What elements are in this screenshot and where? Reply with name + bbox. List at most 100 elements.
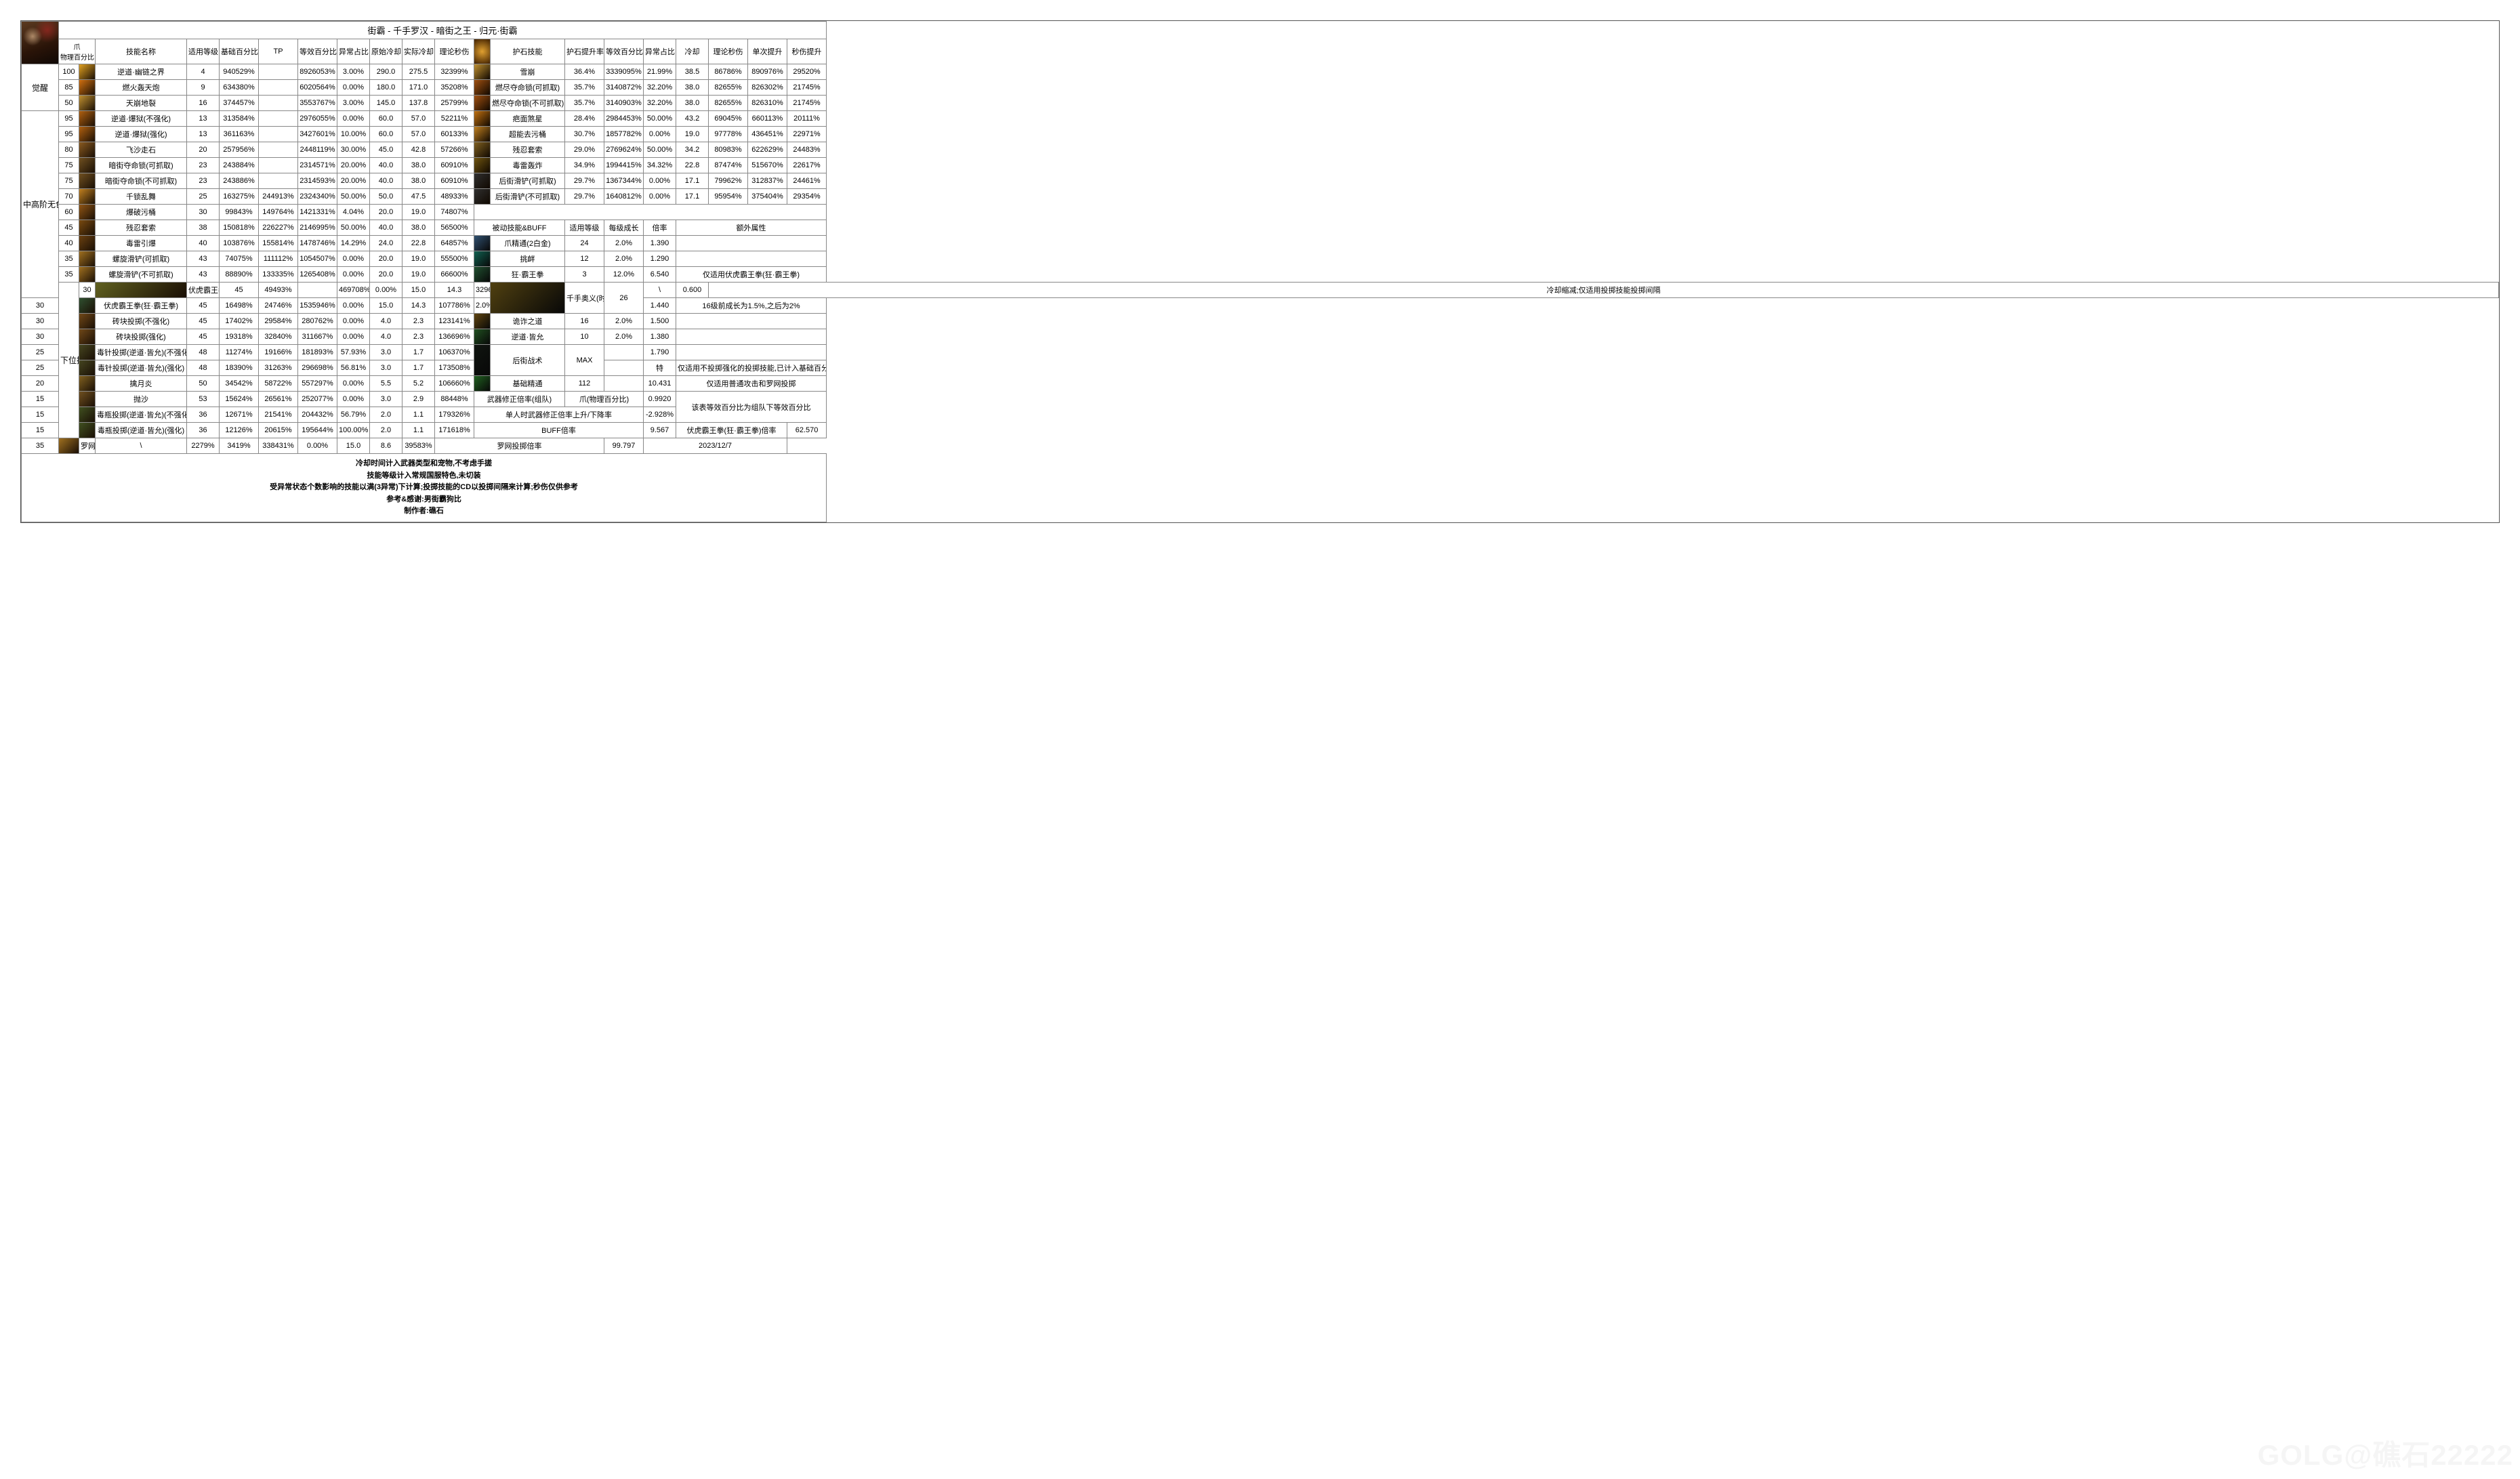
cell: 爪(物理百分比)	[565, 392, 644, 407]
skill-name: 罗网投掷	[79, 438, 96, 454]
skill-lv: 15	[22, 423, 59, 438]
skill-lv: 45	[59, 220, 79, 236]
cell: 17402%	[220, 314, 259, 329]
rune-name: 疤面煞星	[491, 111, 565, 127]
cell: 74807%	[435, 205, 474, 220]
col-base-pct: 基础百分比	[220, 39, 259, 64]
cell: 86786%	[709, 64, 748, 80]
rune-name: 后街滑铲(可抓取)	[491, 173, 565, 189]
skill-name: 残忍套索	[96, 220, 187, 236]
cell: 22.8	[676, 158, 709, 173]
cell: 9	[187, 80, 220, 96]
cell: 252077%	[298, 392, 337, 407]
skill-icon	[79, 142, 96, 158]
cell: 58722%	[259, 376, 298, 392]
cell: 50.00%	[337, 189, 370, 205]
cell: 3.0	[370, 345, 402, 360]
rune-icon	[474, 142, 491, 158]
cell: 50	[187, 376, 220, 392]
skill-lv: 35	[59, 267, 79, 283]
col-rune-boost: 护石提升率	[565, 39, 604, 64]
cell: 12671%	[220, 407, 259, 423]
category-awaken: 觉醒	[22, 64, 59, 111]
cell: 57.0	[402, 127, 435, 142]
cell: 2314593%	[298, 173, 337, 189]
col-rune-name: 护石技能	[491, 39, 565, 64]
cell: 1367344%	[604, 173, 644, 189]
cell	[604, 345, 644, 360]
cell: 24.0	[370, 236, 402, 251]
cell: 515670%	[748, 158, 787, 173]
col-abnormal: 异常占比	[337, 39, 370, 64]
col-orig-cd: 原始冷却	[370, 39, 402, 64]
cell: 136696%	[435, 329, 474, 345]
cell: 88448%	[435, 392, 474, 407]
cell: 145.0	[370, 96, 402, 111]
buff-icon	[474, 376, 491, 392]
cell: 9.567	[644, 423, 676, 438]
buff-icon	[474, 251, 491, 267]
cell: 21745%	[787, 80, 827, 96]
cell: 257956%	[220, 142, 259, 158]
cell: 62.570	[787, 423, 827, 438]
cell: 23	[187, 173, 220, 189]
cell: 38.0	[402, 158, 435, 173]
skill-name: 燃火轰天炮	[96, 80, 187, 96]
col-rune-dps: 理论秒伤	[709, 39, 748, 64]
rune-name: 雪崩	[491, 64, 565, 80]
cell: 19.0	[402, 205, 435, 220]
skill-lv: 35	[59, 251, 79, 267]
skill-lv: 100	[59, 64, 79, 80]
skill-lv: 15	[22, 392, 59, 407]
cell: 19318%	[220, 329, 259, 345]
skill-icon	[79, 189, 96, 205]
cell: 2.0%	[604, 236, 644, 251]
col-dps: 理论秒伤	[435, 39, 474, 64]
skill-lv: 20	[22, 376, 59, 392]
cell: 3.0	[370, 360, 402, 376]
cell: 38.0	[676, 80, 709, 96]
cell: 56.79%	[337, 407, 370, 423]
cell: 50.00%	[644, 142, 676, 158]
cell: 6020564%	[298, 80, 337, 96]
cell	[259, 96, 298, 111]
cell: 660113%	[748, 111, 787, 127]
cell: 0.00%	[337, 392, 370, 407]
cell: 1478746%	[298, 236, 337, 251]
cell: 123141%	[435, 314, 474, 329]
cell: 375404%	[748, 189, 787, 205]
cell: 16498%	[220, 298, 259, 314]
cell: 2.9	[402, 392, 435, 407]
skill-name: 毒针投掷(逆道·皆允)(强化)	[96, 360, 187, 376]
skill-icon	[79, 96, 96, 111]
cell: 2.0%	[474, 298, 491, 314]
cell: 312837%	[748, 173, 787, 189]
cell: 20.0	[370, 251, 402, 267]
rune-name: 燃尽夺命锁(可抓取)	[491, 80, 565, 96]
buff-extra	[676, 314, 827, 329]
cell: 112	[565, 376, 604, 392]
cell: 4.0	[370, 314, 402, 329]
skill-icon	[79, 236, 96, 251]
cell: 25	[187, 189, 220, 205]
cell: 149764%	[259, 205, 298, 220]
cell: 0.00%	[337, 251, 370, 267]
cell: 64857%	[435, 236, 474, 251]
skill-name: 逆道·爆狱(强化)	[96, 127, 187, 142]
cell: 1421331%	[298, 205, 337, 220]
cell: 18390%	[220, 360, 259, 376]
cell: 19.0	[402, 251, 435, 267]
cell: 19166%	[259, 345, 298, 360]
cell: 29.0%	[565, 142, 604, 158]
cell: 150818%	[220, 220, 259, 236]
cell: 60910%	[435, 158, 474, 173]
skill-name: 毒针投掷(逆道·皆允)(不强化)	[96, 345, 187, 360]
cell: 1054507%	[298, 251, 337, 267]
skill-lv: 40	[59, 236, 79, 251]
cell: 43	[187, 251, 220, 267]
cell: 2.0%	[604, 251, 644, 267]
cell: 32962%	[474, 283, 491, 298]
cell: 226227%	[259, 220, 298, 236]
cell: 66600%	[435, 267, 474, 283]
cell: 50.0	[370, 189, 402, 205]
